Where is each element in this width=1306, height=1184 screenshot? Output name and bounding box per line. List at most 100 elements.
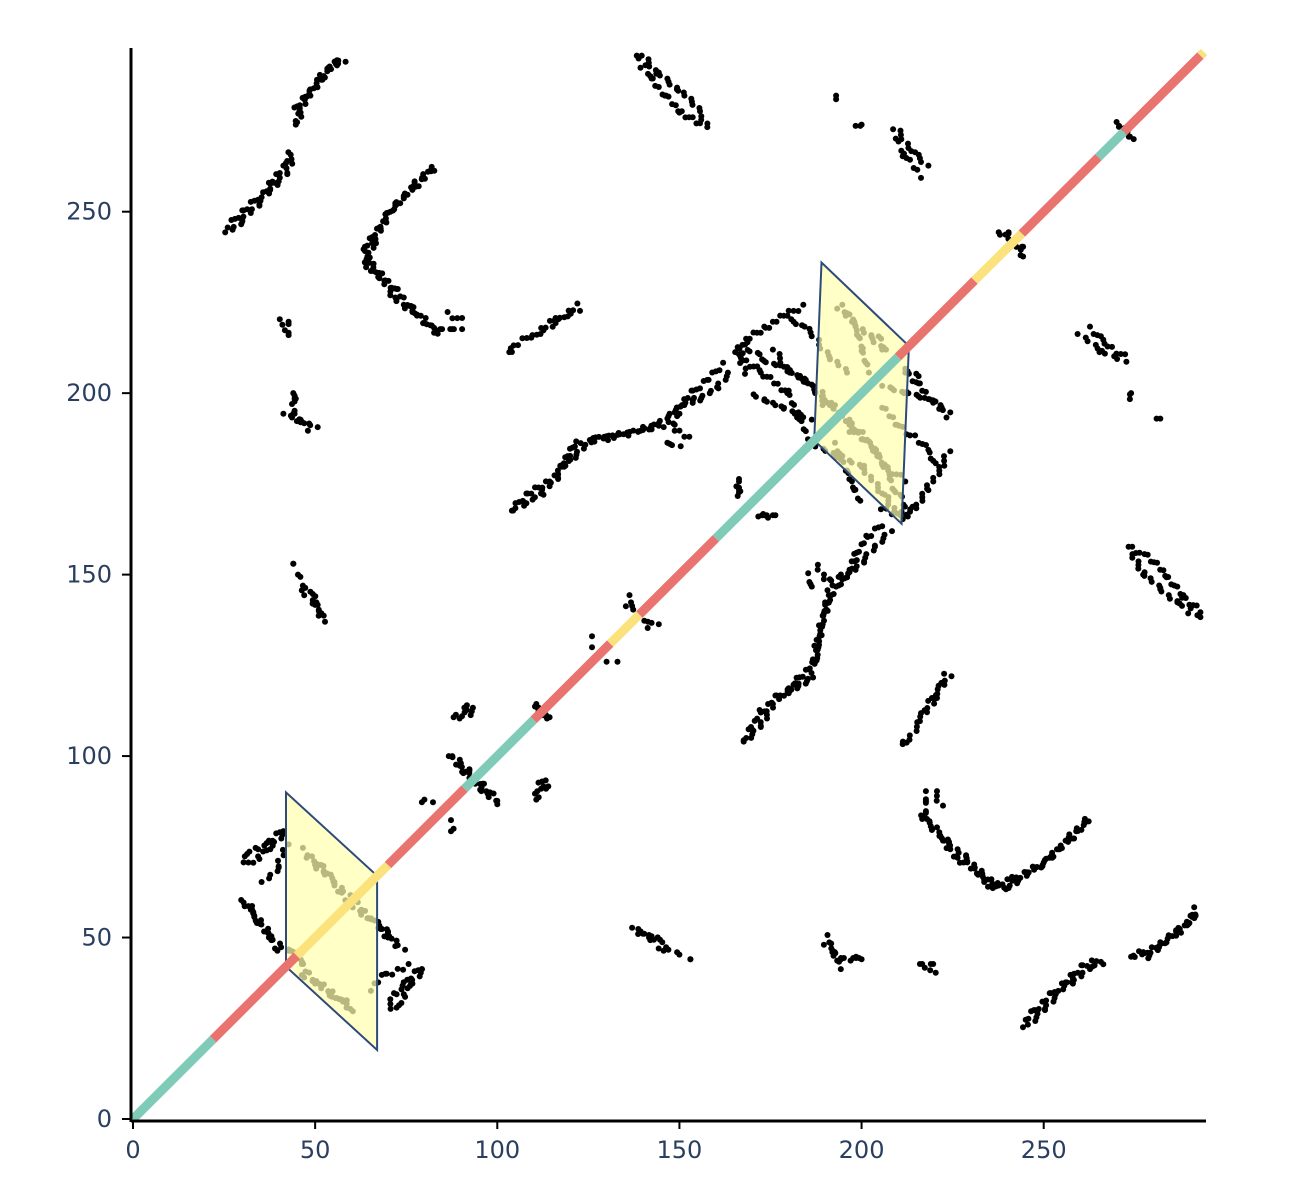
contact-point — [449, 315, 456, 322]
contact-point — [707, 387, 714, 394]
contact-point — [1156, 943, 1162, 950]
diagonal-segment-turn — [1197, 48, 1208, 59]
contact-point — [769, 346, 776, 353]
contact-point — [822, 601, 829, 608]
contact-point — [1140, 571, 1147, 578]
contact-point — [532, 703, 538, 710]
contact-point — [1074, 331, 1081, 337]
contact-point — [539, 484, 546, 491]
contact-point — [291, 407, 298, 414]
contact-point — [941, 670, 948, 677]
contact-point — [1185, 610, 1192, 617]
contact-point — [272, 945, 278, 952]
contact-point — [780, 405, 787, 412]
contact-point — [251, 912, 258, 919]
contact-point — [805, 675, 811, 682]
contact-point — [772, 402, 779, 409]
contact-point — [397, 200, 404, 207]
contact-point — [595, 433, 602, 440]
contact-point — [971, 864, 978, 871]
contact-point — [772, 362, 779, 369]
contact-point — [565, 307, 572, 314]
contact-point — [852, 122, 859, 129]
contact-point — [314, 84, 321, 91]
contact-point — [950, 853, 957, 860]
contact-point — [1163, 574, 1170, 581]
contact-point — [659, 91, 666, 98]
contact-point — [245, 859, 252, 866]
diagonal-segment-turn — [607, 611, 643, 647]
contact-point — [823, 606, 830, 613]
contact-point — [899, 741, 906, 748]
contact-point — [1041, 857, 1048, 864]
contact-point — [773, 318, 780, 325]
contact-point — [676, 410, 683, 417]
contact-point — [422, 315, 429, 321]
contact-point — [811, 642, 818, 649]
contact-point — [910, 165, 917, 171]
contact-point — [1147, 949, 1154, 956]
contact-point — [1183, 918, 1190, 925]
contact-point — [1165, 932, 1172, 939]
contact-point — [275, 857, 281, 864]
contact-point — [454, 315, 461, 322]
contact-point — [655, 422, 662, 429]
contact-point — [250, 859, 257, 866]
contact-point — [671, 427, 678, 434]
contact-point — [947, 448, 954, 455]
contact-point — [927, 455, 934, 462]
contact-point — [926, 396, 933, 403]
contact-point — [1157, 566, 1164, 573]
contact-point — [574, 300, 581, 307]
contact-point — [398, 1000, 405, 1006]
contact-point — [830, 952, 837, 959]
contact-point — [856, 548, 862, 555]
contact-point — [387, 1001, 394, 1007]
contact-point — [421, 175, 428, 182]
contact-point — [853, 563, 860, 570]
contact-point — [716, 367, 723, 374]
contact-point — [284, 158, 291, 164]
contact-point — [927, 967, 934, 974]
contact-point — [838, 581, 844, 588]
contact-point — [913, 501, 920, 508]
contact-point — [922, 788, 929, 795]
contact-point — [1023, 869, 1030, 876]
contact-point — [1153, 415, 1160, 422]
contact-point — [681, 433, 688, 440]
contact-point — [235, 214, 242, 221]
contact-point — [784, 312, 791, 319]
contact-point — [905, 140, 911, 147]
y-tick-label: 150 — [66, 561, 112, 589]
contact-point — [1158, 588, 1165, 595]
contact-point — [450, 825, 457, 832]
contact-point — [964, 858, 971, 865]
contact-point — [799, 322, 805, 329]
contact-point — [848, 558, 855, 565]
contact-point — [778, 387, 785, 394]
contact-point — [1074, 969, 1081, 976]
contact-point — [1025, 1015, 1032, 1022]
contact-point — [519, 335, 526, 342]
contact-point — [556, 314, 563, 321]
contact-point — [655, 621, 662, 628]
contact-point — [295, 571, 301, 578]
contact-point — [932, 969, 939, 976]
contact-point — [528, 490, 535, 497]
contact-point — [799, 673, 806, 680]
contact-point — [1141, 551, 1148, 558]
contact-point — [908, 148, 915, 155]
contact-point — [382, 217, 389, 224]
contact-point — [916, 718, 923, 725]
contact-point — [240, 213, 247, 220]
contact-point — [605, 437, 611, 444]
contact-point — [544, 715, 550, 722]
contact-point — [811, 660, 818, 667]
contact-point — [845, 570, 852, 577]
contact-point — [881, 531, 888, 538]
contact-point — [868, 533, 875, 539]
contact-point — [933, 797, 940, 804]
contact-point — [853, 557, 860, 564]
contact-point — [790, 681, 797, 688]
contact-point — [626, 592, 633, 599]
